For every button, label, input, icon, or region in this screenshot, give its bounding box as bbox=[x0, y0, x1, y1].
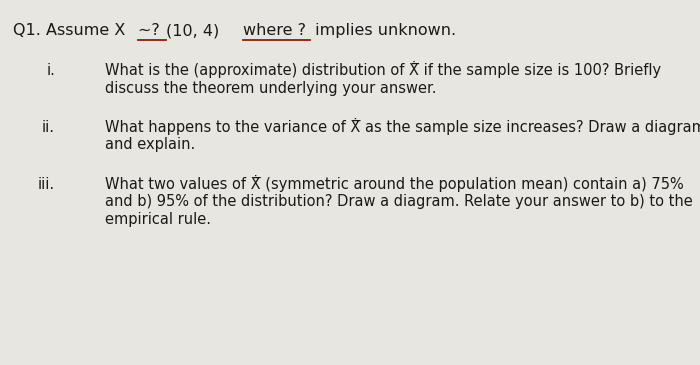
Text: and explain.: and explain. bbox=[105, 138, 195, 153]
Text: What happens to the variance of Ẋ̅ as the sample size increases? Draw a diagram: What happens to the variance of Ẋ̅ as th… bbox=[105, 118, 700, 135]
Text: Q1. Assume X: Q1. Assume X bbox=[13, 23, 130, 38]
Text: ∼?: ∼? bbox=[138, 23, 164, 38]
Text: implies unknown.: implies unknown. bbox=[310, 23, 456, 38]
Text: iii.: iii. bbox=[38, 177, 55, 192]
Text: discuss the theorem underlying your answer.: discuss the theorem underlying your answ… bbox=[105, 81, 437, 96]
Text: i.: i. bbox=[46, 63, 55, 78]
Text: What is the (approximate) distribution of Ẋ̅ if the sample size is 100? Briefly: What is the (approximate) distribution o… bbox=[105, 61, 661, 78]
Text: empirical rule.: empirical rule. bbox=[105, 212, 211, 227]
Text: ii.: ii. bbox=[42, 120, 55, 135]
Text: and b) 95% of the distribution? Draw a diagram. Relate your answer to b) to the: and b) 95% of the distribution? Draw a d… bbox=[105, 195, 693, 210]
Text: where ?: where ? bbox=[243, 23, 306, 38]
Text: What two values of Ẋ̅ (symmetric around the population mean) contain a) 75%: What two values of Ẋ̅ (symmetric around … bbox=[105, 175, 684, 192]
Text: (10, 4): (10, 4) bbox=[167, 23, 225, 38]
